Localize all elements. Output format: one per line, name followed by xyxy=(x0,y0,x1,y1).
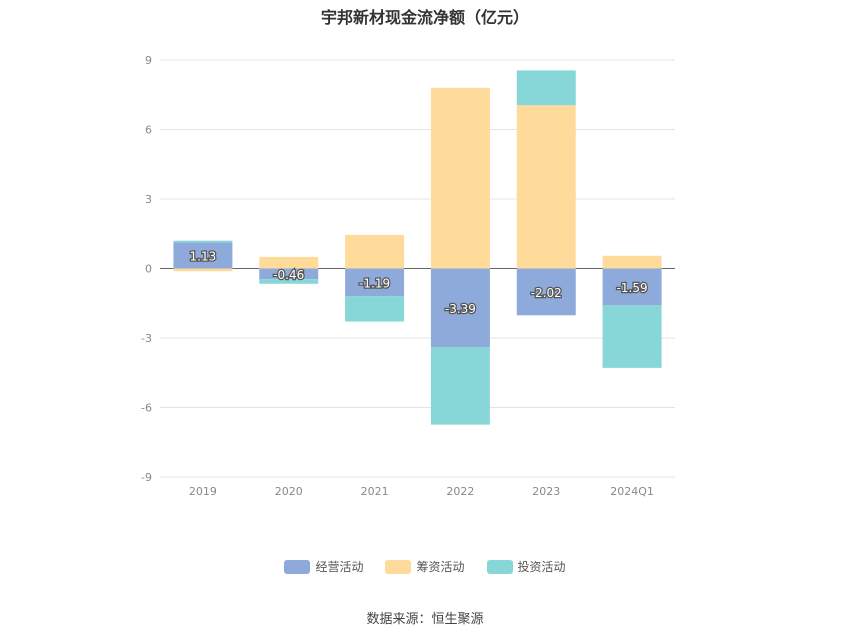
bars xyxy=(173,70,662,425)
data-label: -1.59 xyxy=(617,281,648,295)
bar-investing xyxy=(259,279,319,284)
x-tick-label: 2020 xyxy=(275,485,303,498)
bar-operating xyxy=(516,268,576,316)
x-tick-label: 2021 xyxy=(361,485,389,498)
bar-investing xyxy=(602,305,662,368)
bar-operating xyxy=(259,268,319,280)
y-axis: 9 6 3 0 -3 -6 -9 xyxy=(141,54,152,484)
legend-item-operating[interactable]: 经营活动 xyxy=(284,558,363,575)
legend-label-investing: 投资活动 xyxy=(517,560,566,574)
bar-operating xyxy=(173,242,233,269)
data-label: -1.19 xyxy=(359,276,390,290)
bar-financing xyxy=(259,256,319,269)
legend-item-financing[interactable]: 筹资活动 xyxy=(385,558,465,575)
bar-operating xyxy=(430,268,490,348)
data-labels: 1.13 -0.46 -1.19 -3.39 -2.02 -1.59 xyxy=(188,248,649,317)
bar-investing xyxy=(516,70,576,106)
legend-swatch-financing xyxy=(385,559,412,574)
data-source: 数据来源：恒生聚源 xyxy=(366,612,484,627)
bar-financing xyxy=(173,268,233,272)
legend-swatch-operating xyxy=(284,559,311,574)
data-label: -0.46 xyxy=(273,268,304,282)
bar-chart: 9 6 3 0 -3 -6 -9 1.13 -0.46 -1.19 -3.39 -2.02 -1.59… xyxy=(141,54,675,498)
bar-financing xyxy=(602,255,662,269)
y-tick-label: 0 xyxy=(145,263,152,276)
legend-label-operating: 经营活动 xyxy=(315,560,364,574)
data-label: -2.02 xyxy=(531,286,562,300)
legend: 经营活动 筹资活动 投资活动 xyxy=(0,558,850,575)
bar-operating xyxy=(602,268,662,306)
y-tick-label: 3 xyxy=(145,193,152,206)
bar-investing xyxy=(173,240,233,243)
bar-investing xyxy=(430,347,490,425)
x-tick-label: 2024Q1 xyxy=(610,485,654,498)
bar-financing xyxy=(516,105,576,269)
y-tick-label: 9 xyxy=(145,54,152,67)
x-tick-label: 2022 xyxy=(446,485,474,498)
x-tick-label: 2019 xyxy=(189,485,217,498)
y-tick-label: -6 xyxy=(141,402,152,415)
legend-swatch-investing xyxy=(486,559,513,574)
data-label: 1.13 xyxy=(190,249,217,263)
bar-operating xyxy=(345,268,405,297)
x-axis: 2019 2020 2021 2022 2023 2024Q1 xyxy=(189,485,654,498)
legend-label-financing: 筹资活动 xyxy=(416,560,465,574)
legend-item-investing[interactable]: 投资活动 xyxy=(486,558,566,575)
y-tick-label: -3 xyxy=(141,332,152,345)
x-tick-label: 2023 xyxy=(532,485,560,498)
bar-financing xyxy=(345,234,405,269)
y-tick-label: -9 xyxy=(141,471,152,484)
data-label: -3.39 xyxy=(445,302,476,316)
bar-financing xyxy=(430,87,490,269)
grid-layer xyxy=(160,59,675,478)
bar-investing xyxy=(345,296,405,322)
chart-title: 宇邦新材现金流净额（亿元） xyxy=(320,8,529,27)
y-tick-label: 6 xyxy=(145,124,152,137)
